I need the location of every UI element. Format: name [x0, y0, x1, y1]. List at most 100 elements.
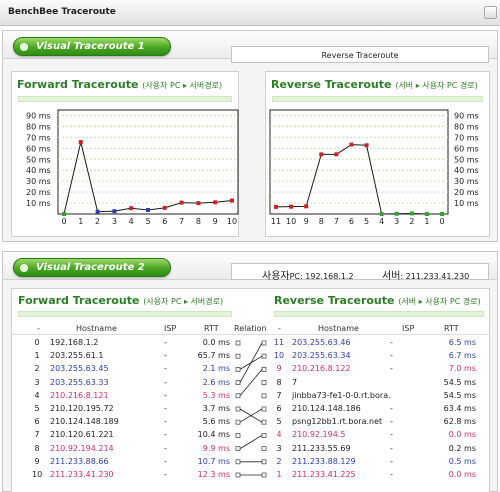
tab-visual-traceroute-2[interactable]: Visual Traceroute 2: [13, 258, 171, 277]
hop-number: 7: [34, 430, 40, 440]
hostname-rev: 210.216.8.122: [292, 364, 351, 374]
data-point: [334, 152, 339, 157]
isp: -: [164, 338, 167, 347]
col-rtt-rev: RTT: [444, 324, 459, 333]
hostname-rev: jinbba73-fe1-0-0.rt.bora.: [292, 390, 391, 400]
panel-header: Visual Traceroute 2 사용자PC: 192.168.1.2 서…: [3, 252, 497, 282]
y-tick-label: 20 ms: [454, 188, 479, 197]
relation-node: [261, 459, 267, 465]
reverse-traceroute-label: Reverse Traceroute: [321, 51, 399, 60]
header-band: [18, 311, 232, 317]
isp: -: [164, 443, 167, 453]
col-hostname-rev: Hostname: [318, 324, 359, 333]
x-tick-label: 5: [145, 217, 150, 226]
rtt: 9.9 ms: [202, 443, 230, 453]
header-band: [274, 311, 484, 317]
isp: -: [164, 351, 167, 361]
data-point: [289, 204, 294, 209]
rtt-rev: 7.0 ms: [448, 364, 476, 374]
relation-node: [235, 446, 241, 452]
hop-number-rev: 4: [276, 430, 282, 440]
relation-line: [239, 435, 263, 449]
visual-traceroute-1-panel: Visual Traceroute 1 Reverse Traceroute F…: [2, 30, 498, 242]
table-row[interactable]: 6 210.124.148.189 - 5.6 ms 5 psng12bb1.rt.bor…: [12, 416, 491, 428]
hostname: 210.92.194.214: [50, 443, 114, 453]
window-title: BenchBee Traceroute: [8, 7, 116, 17]
server-info: 서버: 211.233.41.230: [382, 271, 470, 282]
y-tick-label: 80 ms: [454, 122, 479, 131]
relation-node: [235, 380, 241, 385]
y-tick-label: 30 ms: [454, 177, 479, 186]
y-tick-label: 10 ms: [26, 199, 51, 208]
table-row[interactable]: 1 203.255.61.1 - 65.7 ms 10 203.255.63.34 - 6.7…: [12, 350, 491, 362]
x-tick-label: 1: [424, 217, 429, 226]
hop-number: 2: [34, 364, 40, 374]
relation-node: [261, 472, 267, 478]
relation-node: [261, 446, 267, 452]
hostname: 210.120.61.221: [50, 430, 114, 440]
relation-node: [235, 340, 241, 346]
x-tick-label: 2: [95, 217, 100, 226]
data-point: [213, 200, 218, 205]
col-hostname: Hostname: [76, 324, 117, 333]
relation-node: [235, 419, 241, 425]
table-row[interactable]: 2 203.255.63.45 - 2.1 ms 9 210.216.8.122 - 7.0 …: [12, 363, 491, 375]
y-tick-label: 60 ms: [454, 144, 479, 153]
hostname: 210.120.195.72: [50, 404, 114, 413]
x-tick-label: 0: [439, 217, 444, 226]
relation-node: [235, 472, 241, 478]
relation-node: [261, 419, 267, 425]
table-row[interactable]: 7 210.120.61.221 - 10.4 ms 4 210.92.194.5 - 0.0…: [12, 429, 491, 441]
tab-label: Visual Traceroute 1: [36, 41, 145, 52]
table-row[interactable]: 5 210.120.195.72 - 3.7 ms 6 210.124.148.186 - 6…: [12, 403, 491, 415]
x-tick-label: 6: [349, 217, 354, 226]
table-row[interactable]: 9 211.233.88.66 - 10.7 ms 2 211.233.88.129 - 0.…: [12, 456, 491, 468]
relation-node: [235, 459, 241, 465]
table-row[interactable]: 4 210.216.8.121 - 5.3 ms 7 jinbba73-fe1-0-0.r…: [12, 390, 491, 402]
forward-chart-title: Forward Traceroute (사용자 PC ▸ 서버경로): [17, 78, 223, 91]
hop-number: 0: [34, 338, 40, 347]
y-tick-label: 90 ms: [454, 111, 479, 120]
reverse-traceroute-chart: 10 ms 20 ms 30 ms 40 ms 50 ms 60 ms 70 ms 80 ms…: [269, 109, 479, 226]
close-button[interactable]: [484, 6, 497, 19]
rtt: 3.7 ms: [202, 404, 230, 413]
x-tick-label: 10: [286, 217, 296, 226]
isp-rev: -: [390, 456, 393, 466]
y-tick-label: 60 ms: [26, 144, 51, 153]
isp-rev: -: [390, 430, 393, 440]
relation-node: [261, 353, 267, 359]
title-bar: BenchBee Traceroute: [0, 0, 500, 26]
y-tick-label: 20 ms: [26, 188, 51, 197]
forward-table-subtitle: (사용자 PC ▸ 서버경로): [143, 297, 224, 306]
table-row[interactable]: 10 211.233.41.230 - 12.3 ms 1 211.233.41.225 -…: [12, 469, 491, 481]
isp-rev: -: [390, 338, 393, 347]
isp-rev: -: [390, 443, 393, 453]
col-index-rev: -: [278, 324, 281, 333]
relation-line: [239, 369, 263, 397]
table-row[interactable]: 0 192.168.1.2 - 0.0 ms 11 203.255.63.46 - 6.5 m…: [12, 337, 491, 349]
x-tick-label: 7: [179, 217, 184, 226]
x-tick-label: 10: [227, 217, 237, 226]
col-isp: ISP: [164, 324, 177, 333]
table-row[interactable]: 8 210.92.194.214 - 9.9 ms 3 211.233.55.69 - 0.2…: [12, 443, 491, 455]
hop-number: 1: [34, 351, 40, 361]
rtt: 0.0 ms: [202, 338, 230, 347]
reverse-chart-subtitle: (서버 ▸ 사용자 PC 경로): [395, 81, 478, 90]
hostname-rev: 203.255.63.46: [292, 338, 351, 347]
col-relation: Relation: [234, 324, 267, 333]
relation-node: [261, 432, 267, 438]
relation-node: [261, 367, 267, 372]
col-index: -: [37, 324, 40, 333]
x-tick-label: 7: [334, 217, 339, 226]
tab-visual-traceroute-1[interactable]: Visual Traceroute 1: [13, 37, 171, 56]
hostname-rev: 211.233.55.69: [292, 443, 351, 453]
hop-number: 9: [34, 456, 40, 466]
isp-rev: -: [390, 351, 393, 361]
panel-header: Visual Traceroute 1 Reverse Traceroute: [3, 31, 497, 63]
reverse-chart-title: Reverse Traceroute (서버 ▸ 사용자 PC 경로): [271, 78, 478, 91]
relation-node: [235, 353, 241, 359]
series-line: [275, 144, 442, 215]
rtt: 10.7 ms: [197, 456, 230, 466]
table-row[interactable]: 3 203.255.63.33 - 2.6 ms 8 7 54.5 ms: [12, 377, 491, 389]
hostname-rev: psng12bb1.rt.bora.net: [292, 417, 383, 427]
